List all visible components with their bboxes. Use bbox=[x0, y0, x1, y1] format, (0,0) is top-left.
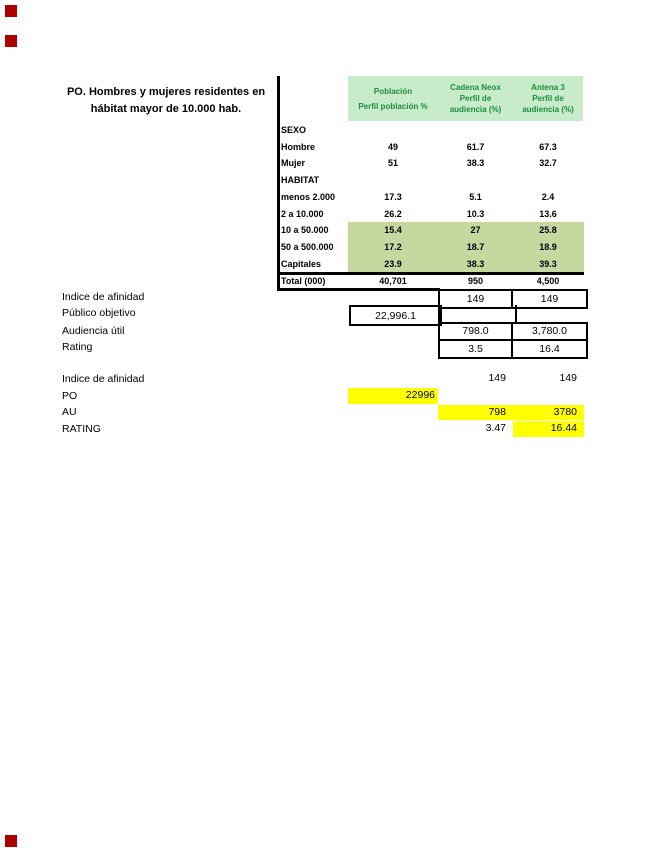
calc-afinidad-neox: 149 bbox=[488, 372, 506, 384]
table-row-sexo: SEXO bbox=[277, 122, 584, 139]
calc-au-antena-cell: 3780 bbox=[513, 404, 584, 420]
calc-rating-neox: 3.47 bbox=[485, 422, 506, 434]
calc-rating-antena-cell: 16.44 bbox=[513, 421, 584, 437]
table-left-border bbox=[277, 76, 280, 291]
header-neox-sub1: Perfil de bbox=[459, 94, 492, 103]
cell-neox: 950 bbox=[467, 276, 484, 287]
header-col-cadena-neox: Cadena Neox Perfil de audiencia (%) bbox=[438, 76, 513, 121]
cell-neox: 27 bbox=[470, 225, 481, 236]
cell-antena: 39.3 bbox=[539, 258, 557, 269]
calc-label-indice-afinidad: Indice de afinidad bbox=[62, 373, 145, 385]
calc-label-rating: RATING bbox=[62, 422, 101, 435]
afinidad-neox-cell: 149 bbox=[440, 291, 513, 307]
header-antena-title: Antena 3 bbox=[531, 83, 565, 92]
publico-objetivo-cell: 22,996.1 bbox=[349, 305, 442, 326]
table-row-2a10000: 2 a 10.000 26.2 10.3 13.6 bbox=[277, 205, 584, 222]
calc-po-cell: 22996 bbox=[348, 388, 438, 404]
target-audience-note: PO. Hombres y mujeres residentes en hábi… bbox=[55, 84, 277, 118]
cell-poblacion: 17.2 bbox=[384, 242, 402, 253]
label-rating: Rating bbox=[62, 340, 93, 353]
header-antena-sub1: Perfil de bbox=[532, 94, 564, 103]
rating-neox-cell: 3.5 bbox=[440, 340, 513, 357]
calc-au-neox-cell: 798 bbox=[438, 404, 513, 420]
audience-profile-table: Población Perfil población % Cadena Neox… bbox=[277, 76, 584, 356]
row-label: Total (000) bbox=[281, 276, 326, 287]
table-row-menos-2000: menos 2.000 17.3 5.1 2.4 bbox=[277, 189, 584, 206]
header-poblacion-title: Población bbox=[373, 86, 413, 96]
cell-poblacion: 26.2 bbox=[384, 208, 402, 219]
header-antena-sub2: audiencia (%) bbox=[522, 105, 574, 114]
audiencia-antena-cell: 3,780.0 bbox=[513, 324, 586, 341]
row-label: Capitales bbox=[281, 258, 322, 269]
calc-label-po: PO bbox=[62, 389, 78, 402]
header-col-poblacion: Población Perfil población % bbox=[348, 76, 438, 121]
table-row-50a500000: 50 a 500.000 17.2 18.7 18.9 bbox=[277, 239, 584, 256]
table-row-hombre: Hombre 49 61.7 67.3 bbox=[277, 138, 584, 155]
cell-antena: 25.8 bbox=[539, 225, 557, 236]
header-neox-sub2: audiencia (%) bbox=[449, 105, 502, 114]
cell-antena: 67.3 bbox=[539, 141, 557, 152]
table-row-total: Total (000) 40,701 950 4,500 bbox=[277, 275, 584, 289]
cell-neox: 18.7 bbox=[466, 242, 485, 253]
cell-antena: 2.4 bbox=[541, 191, 555, 202]
row-label: Hombre bbox=[281, 141, 316, 152]
afinidad-cells: 149 149 bbox=[438, 289, 588, 309]
cell-neox: 38.3 bbox=[466, 158, 485, 169]
row-label: Mujer bbox=[281, 158, 306, 169]
cell-poblacion: 17.3 bbox=[384, 191, 402, 202]
note-line-1: PO. Hombres y mujeres residentes en bbox=[66, 86, 266, 98]
label-indice-afinidad: Indice de afinidad bbox=[62, 291, 145, 303]
row-label: 2 a 10.000 bbox=[281, 208, 324, 219]
row-label: menos 2.000 bbox=[281, 191, 336, 202]
red-marker-square-top-2 bbox=[5, 35, 17, 47]
cell-antena: 4,500 bbox=[536, 276, 560, 287]
cell-antena: 13.6 bbox=[539, 208, 557, 219]
cell-poblacion: 51 bbox=[387, 158, 398, 169]
calc-afinidad-antena: 149 bbox=[559, 372, 577, 384]
cell-poblacion: 40,701 bbox=[379, 276, 407, 287]
header-poblacion-sub: Perfil población % bbox=[358, 101, 428, 111]
cell-neox: 61.7 bbox=[466, 141, 485, 152]
habitat-highlight-band bbox=[348, 222, 584, 273]
header-col-antena3: Antena 3 Perfil de audiencia (%) bbox=[513, 76, 583, 121]
red-marker-square-bottom bbox=[5, 835, 17, 847]
audiencia-rating-grid: 798.0 3,780.0 3.5 16.4 bbox=[438, 322, 588, 359]
cell-antena: 18.9 bbox=[539, 242, 557, 253]
cell-neox: 10.3 bbox=[466, 208, 485, 219]
table-row-capitales: Capitales 23.9 38.3 39.3 bbox=[277, 256, 584, 273]
table-row-mujer: Mujer 51 38.3 32.7 bbox=[277, 155, 584, 172]
header-neox-title: Cadena Neox bbox=[450, 83, 501, 92]
note-line-2: hábitat mayor de 10.000 hab. bbox=[90, 103, 242, 115]
table-row-habitat: HABITAT bbox=[277, 172, 584, 189]
row-label: 10 a 50.000 bbox=[281, 225, 329, 236]
label-audiencia-util: Audiencia útil bbox=[62, 324, 125, 337]
afinidad-antena-cell: 149 bbox=[540, 293, 559, 305]
cell-antena: 32.7 bbox=[539, 158, 557, 169]
row-label: 50 a 500.000 bbox=[281, 242, 334, 253]
row-label: SEXO bbox=[281, 124, 307, 135]
cell-neox: 38.3 bbox=[466, 258, 485, 269]
cell-poblacion: 49 bbox=[387, 141, 398, 152]
red-marker-square-top-1 bbox=[5, 5, 17, 17]
audiencia-neox-cell: 798.0 bbox=[440, 324, 513, 341]
cell-neox: 5.1 bbox=[469, 191, 482, 202]
row-label: HABITAT bbox=[281, 175, 320, 186]
label-publico-objetivo: Público objetivo bbox=[62, 307, 136, 319]
rating-antena-cell: 16.4 bbox=[539, 342, 560, 355]
cell-poblacion: 15.4 bbox=[384, 225, 402, 236]
cell-poblacion: 23.9 bbox=[384, 258, 402, 269]
calc-label-au: AU bbox=[62, 406, 77, 418]
total-bottom-border bbox=[277, 288, 440, 291]
table-row-10a50000: 10 a 50.000 15.4 27 25.8 bbox=[277, 222, 584, 239]
total-top-border bbox=[277, 272, 584, 275]
table-header: Población Perfil población % Cadena Neox… bbox=[348, 76, 583, 121]
